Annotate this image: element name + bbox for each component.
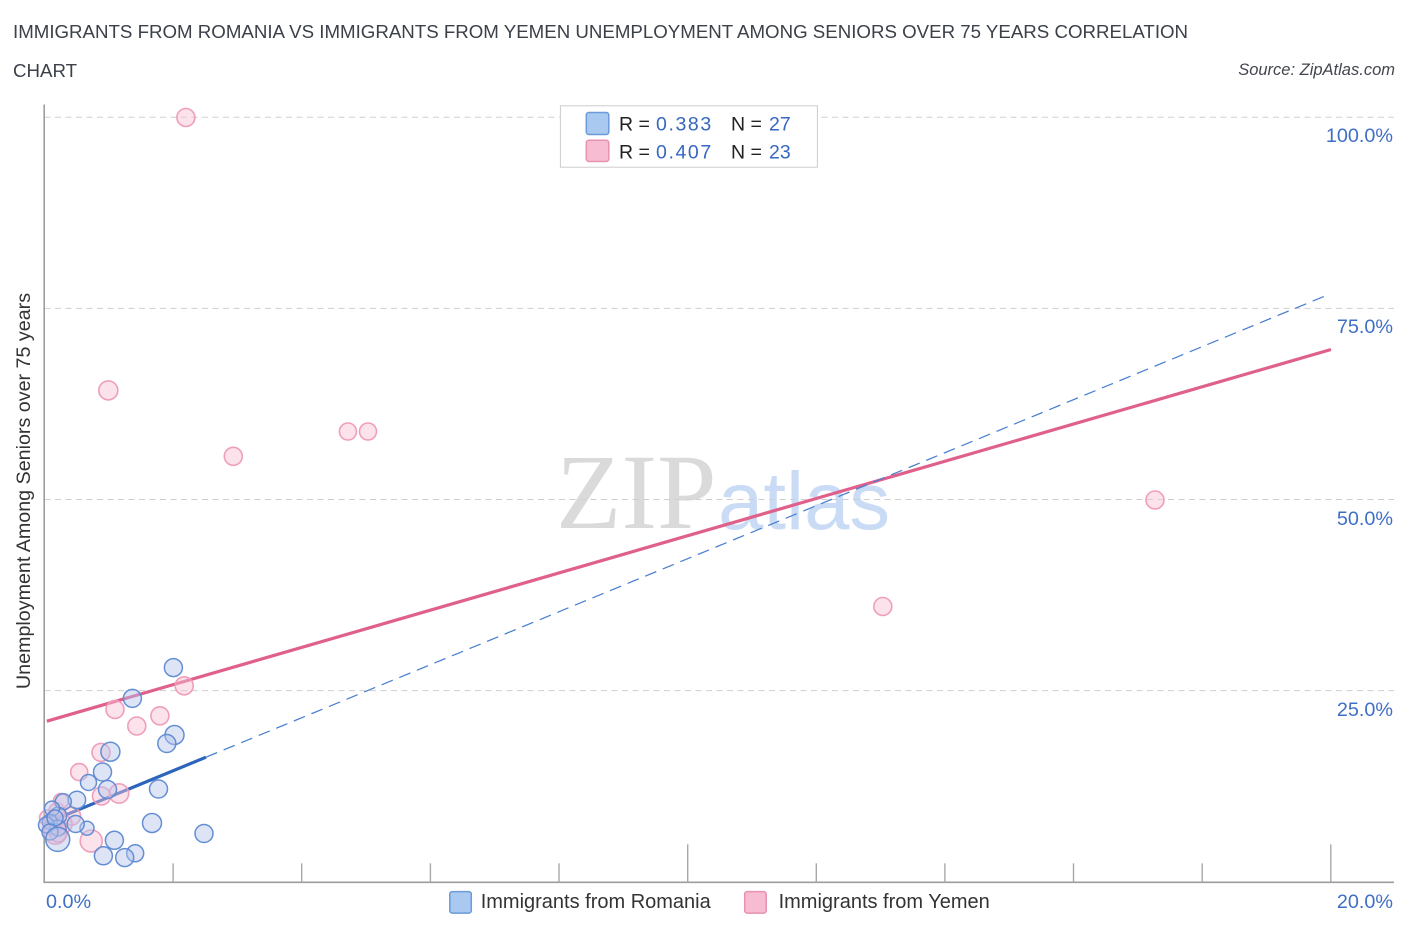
svg-text:0.407: 0.407	[656, 142, 713, 164]
svg-text:N =: N =	[731, 114, 762, 136]
svg-text:0.383: 0.383	[656, 114, 713, 136]
svg-text:25.0%: 25.0%	[1337, 699, 1393, 721]
svg-text:Unemployment Among Seniors ove: Unemployment Among Seniors over 75 years	[13, 293, 35, 689]
svg-text:100.0%: 100.0%	[1326, 125, 1393, 147]
svg-text:75.0%: 75.0%	[1337, 316, 1393, 338]
svg-text:R =: R =	[619, 114, 650, 136]
svg-text:ZIP: ZIP	[556, 434, 717, 552]
svg-text:20.0%: 20.0%	[1337, 891, 1393, 913]
svg-text:27: 27	[769, 114, 791, 136]
svg-text:23: 23	[769, 142, 791, 164]
svg-text:N =: N =	[731, 142, 762, 164]
svg-text:Immigrants from Yemen: Immigrants from Yemen	[779, 891, 990, 913]
svg-text:0.0%: 0.0%	[46, 891, 91, 913]
svg-text:R =: R =	[619, 142, 650, 164]
svg-text:Immigrants from Romania: Immigrants from Romania	[481, 891, 712, 913]
svg-text:50.0%: 50.0%	[1337, 508, 1393, 530]
